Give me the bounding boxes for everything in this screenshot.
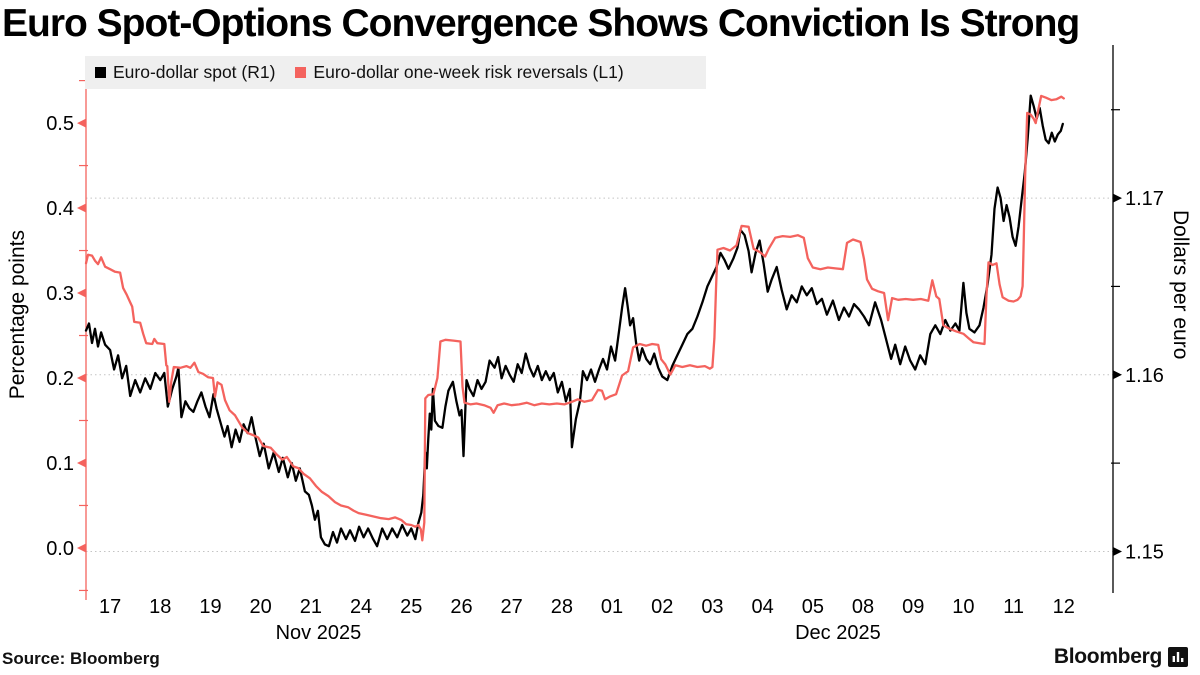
chart-title: Euro Spot-Options Convergence Shows Conv… (2, 2, 1080, 45)
left-axis-tick-label: 0.4 (46, 198, 74, 220)
right-axis-tick-arrow-icon (1113, 370, 1122, 380)
left-axis-tick-arrow-icon (77, 203, 86, 213)
x-axis-tick-label: 12 (1053, 596, 1075, 618)
x-axis-tick-label: 01 (601, 596, 623, 618)
x-axis-tick-label: 11 (1003, 596, 1024, 618)
x-axis-month-label: Dec 2025 (795, 622, 881, 644)
spot-series-line (84, 94, 1064, 548)
x-axis-tick-label: 19 (199, 596, 221, 618)
x-axis-tick-label: 21 (300, 596, 322, 618)
left-axis-tick-arrow-icon (77, 458, 86, 468)
right-axis-tick-label: 1.16 (1125, 365, 1164, 387)
source-attribution: Source: Bloomberg (2, 649, 160, 668)
x-axis-tick-label: 27 (501, 596, 523, 618)
x-axis-tick-label: 25 (400, 596, 422, 618)
right-axis-tick-label: 1.17 (1125, 188, 1164, 210)
right-axis-tick-label: 1.15 (1125, 541, 1164, 563)
x-axis-tick-label: 10 (952, 596, 974, 618)
x-axis-tick-label: 24 (350, 596, 372, 618)
legend-label-spot: Euro-dollar spot (R1) (113, 62, 276, 82)
x-axis-tick-label: 05 (802, 596, 824, 618)
risk-reversal-series-swatch-icon (295, 67, 307, 78)
left-axis-title: Percentage points (6, 230, 29, 400)
bloomberg-wordmark: Bloomberg (1053, 645, 1162, 668)
x-axis-tick-label: 26 (450, 596, 472, 618)
x-axis-tick-label: 09 (902, 596, 924, 618)
left-axis-tick-label: 0.0 (46, 538, 74, 560)
left-axis-tick-label: 0.5 (46, 113, 74, 135)
x-axis-tick-label: 17 (99, 596, 121, 618)
left-axis-tick-arrow-icon (77, 373, 86, 383)
left-axis-tick-label: 0.3 (46, 283, 74, 305)
bloomberg-barchart-icon (1168, 647, 1188, 667)
x-axis-tick-label: 08 (852, 596, 874, 618)
legend-item-risk-reversals: Euro-dollar one-week risk reversals (L1) (295, 62, 624, 83)
left-axis-tick-arrow-icon (77, 543, 86, 553)
spot-series-swatch-icon (95, 67, 106, 78)
legend-item-spot: Euro-dollar spot (R1) (95, 62, 275, 83)
left-axis-tick-arrow-icon (77, 118, 86, 128)
x-axis-month-label: Nov 2025 (276, 622, 362, 644)
x-axis-tick-label: 28 (551, 596, 573, 618)
left-axis-tick-arrow-icon (77, 288, 86, 298)
x-axis-tick-label: 03 (701, 596, 723, 618)
x-axis-tick-label: 02 (651, 596, 673, 618)
left-axis-tick-label: 0.1 (46, 453, 74, 475)
right-axis-tick-arrow-icon (1113, 546, 1122, 556)
legend-label-risk-reversals: Euro-dollar one-week risk reversals (L1) (313, 62, 624, 82)
chart-legend: Euro-dollar spot (R1) Euro-dollar one-we… (85, 56, 706, 89)
risk-reversal-series-line (84, 94, 1065, 542)
bloomberg-logo: Bloomberg (1054, 645, 1188, 669)
x-axis-tick-label: 18 (149, 596, 171, 618)
right-axis-title: Dollars per euro (1169, 210, 1192, 360)
x-axis-tick-label: 20 (250, 596, 272, 618)
x-axis-tick-label: 04 (752, 596, 774, 618)
left-axis-tick-label: 0.2 (46, 368, 74, 390)
right-axis-tick-arrow-icon (1113, 193, 1122, 203)
